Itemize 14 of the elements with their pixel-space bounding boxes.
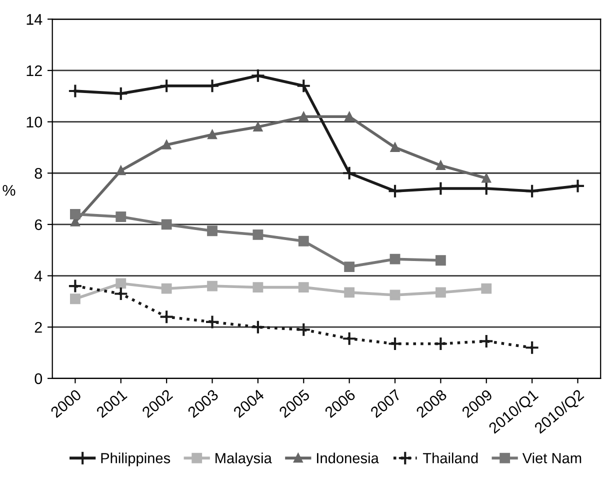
- y-tick-label: 6: [34, 219, 42, 230]
- y-tick-label: 14: [26, 14, 42, 25]
- legend-label: Indonesia: [317, 452, 379, 464]
- y-tick-label: 12: [26, 65, 42, 76]
- legend-label: Viet Nam: [522, 452, 582, 464]
- y-tick-label: 4: [34, 270, 42, 282]
- y-axis-title: %: [2, 185, 16, 196]
- y-tick-label: 0: [34, 373, 42, 384]
- y-tick-label: 10: [26, 116, 42, 128]
- y-tick-label: 2: [34, 322, 42, 333]
- y-tick-label: 8: [34, 168, 42, 179]
- legend-label: Philippines: [101, 452, 170, 466]
- legend-label: Thailand: [422, 452, 478, 464]
- legend-label: Malaysia: [216, 452, 272, 466]
